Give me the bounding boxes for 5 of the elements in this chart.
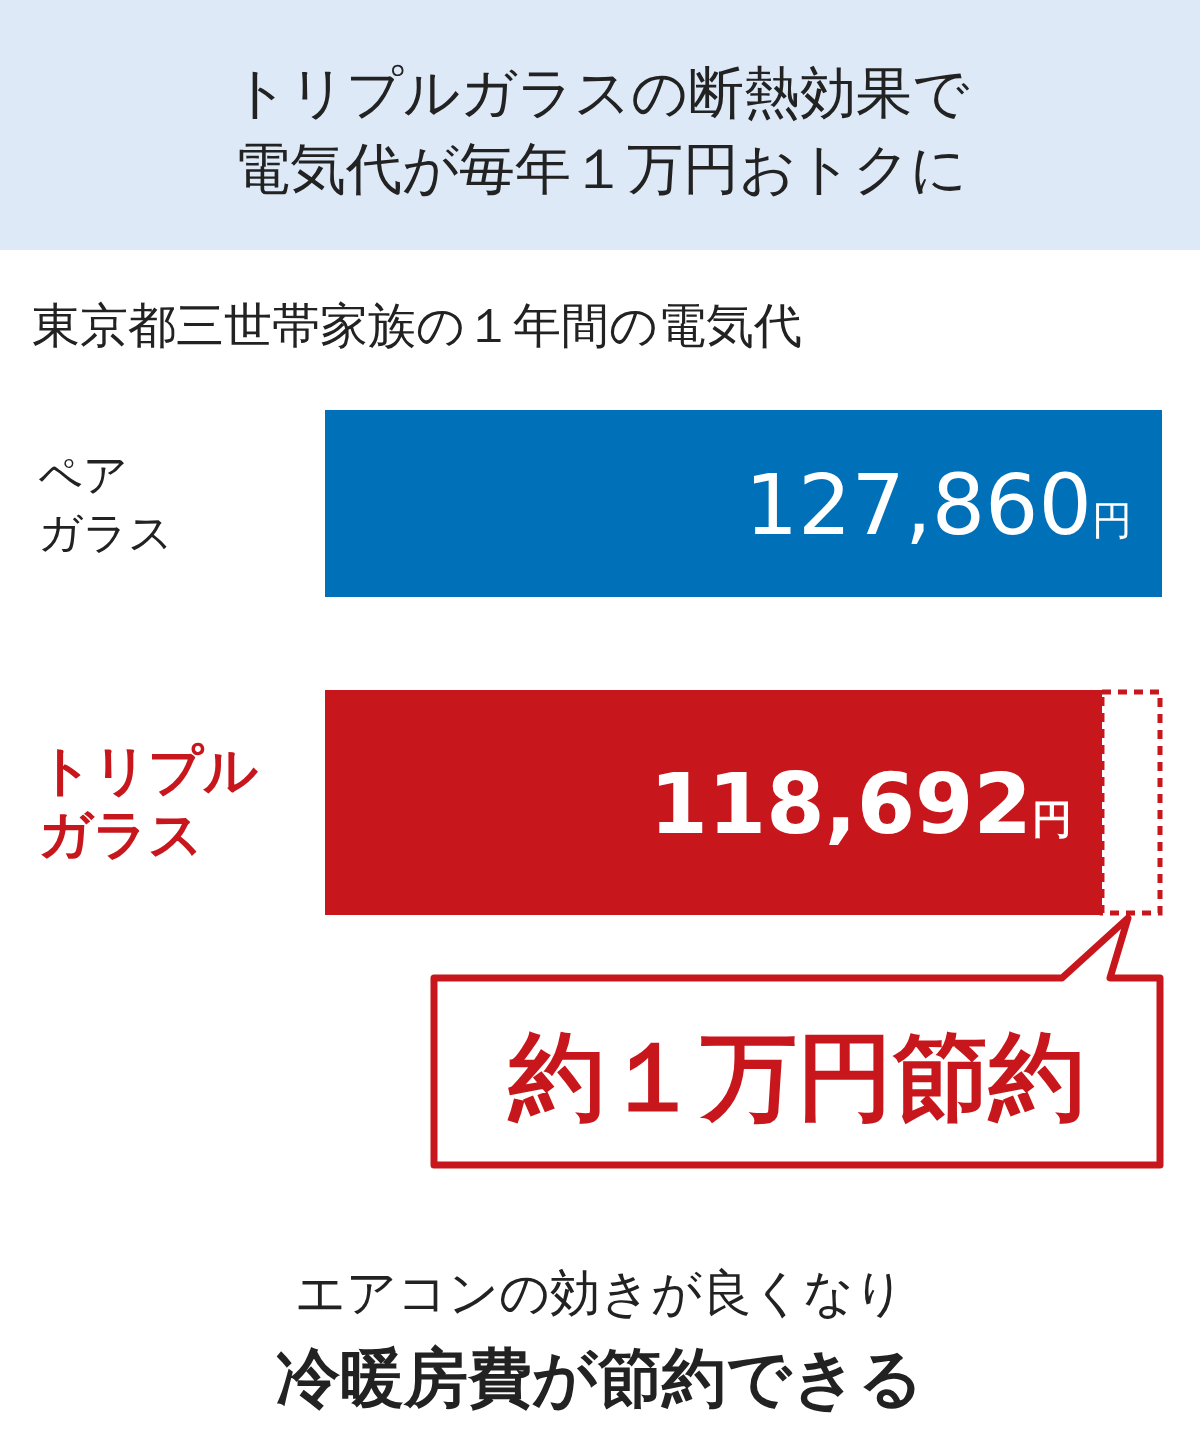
- subtitle: 東京都三世帯家族の１年間の電気代: [32, 297, 802, 353]
- annotation: エアコンの効きが良くなり: [295, 1264, 905, 1322]
- annotation: 約１万円節約: [509, 1021, 1085, 1133]
- annotation: 冷暖房費が節約できる: [276, 1341, 924, 1415]
- title: トリプルガラスの断熱効果で電気代が毎年１万円おトクに: [231, 60, 969, 201]
